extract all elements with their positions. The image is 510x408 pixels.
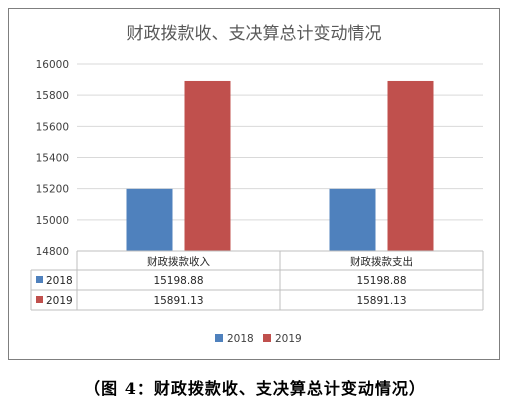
data-label: 15198.88 [356,275,406,287]
table-series-label: 2018 [46,275,73,287]
y-tick-label: 15600 [36,121,69,133]
legend-swatch-2019 [263,334,271,342]
bar-2018-2 [329,188,376,251]
bar-2019-1 [184,80,231,251]
table-legend-key-2018 [36,276,43,283]
y-tick-label: 14800 [36,246,69,258]
category-label: 财政拨款收入 [147,255,210,268]
legend-label: 2019 [275,333,302,345]
data-label: 15198.88 [153,275,203,287]
legend-label: 2018 [227,333,254,345]
chart-frame: 财政拨款收、支决算总计变动情况 14800 15000 15200 15400 15600… [8,8,500,360]
table-legend-key-2019 [36,296,43,303]
y-tick-label: 15400 [36,153,69,165]
y-tick-label: 15200 [36,184,69,196]
chart-title: 财政拨款收、支决算总计变动情况 [127,24,382,44]
data-label: 15891.13 [356,295,406,307]
category-label: 财政拨款支出 [350,255,413,268]
legend-swatch-2018 [215,334,223,342]
y-tick-label: 16000 [36,59,69,71]
bar-2019-2 [387,80,434,251]
y-tick-label: 15000 [36,215,69,227]
y-tick-label: 15800 [36,90,69,102]
table-series-label: 2019 [46,295,73,307]
chart-svg: 财政拨款收、支决算总计变动情况 14800 15000 15200 15400 15600… [30,24,484,345]
bar-2018-1 [126,188,173,251]
figure-caption: （图 4：财政拨款收、支决算总计变动情况） [84,379,426,398]
data-label: 15891.13 [153,295,203,307]
